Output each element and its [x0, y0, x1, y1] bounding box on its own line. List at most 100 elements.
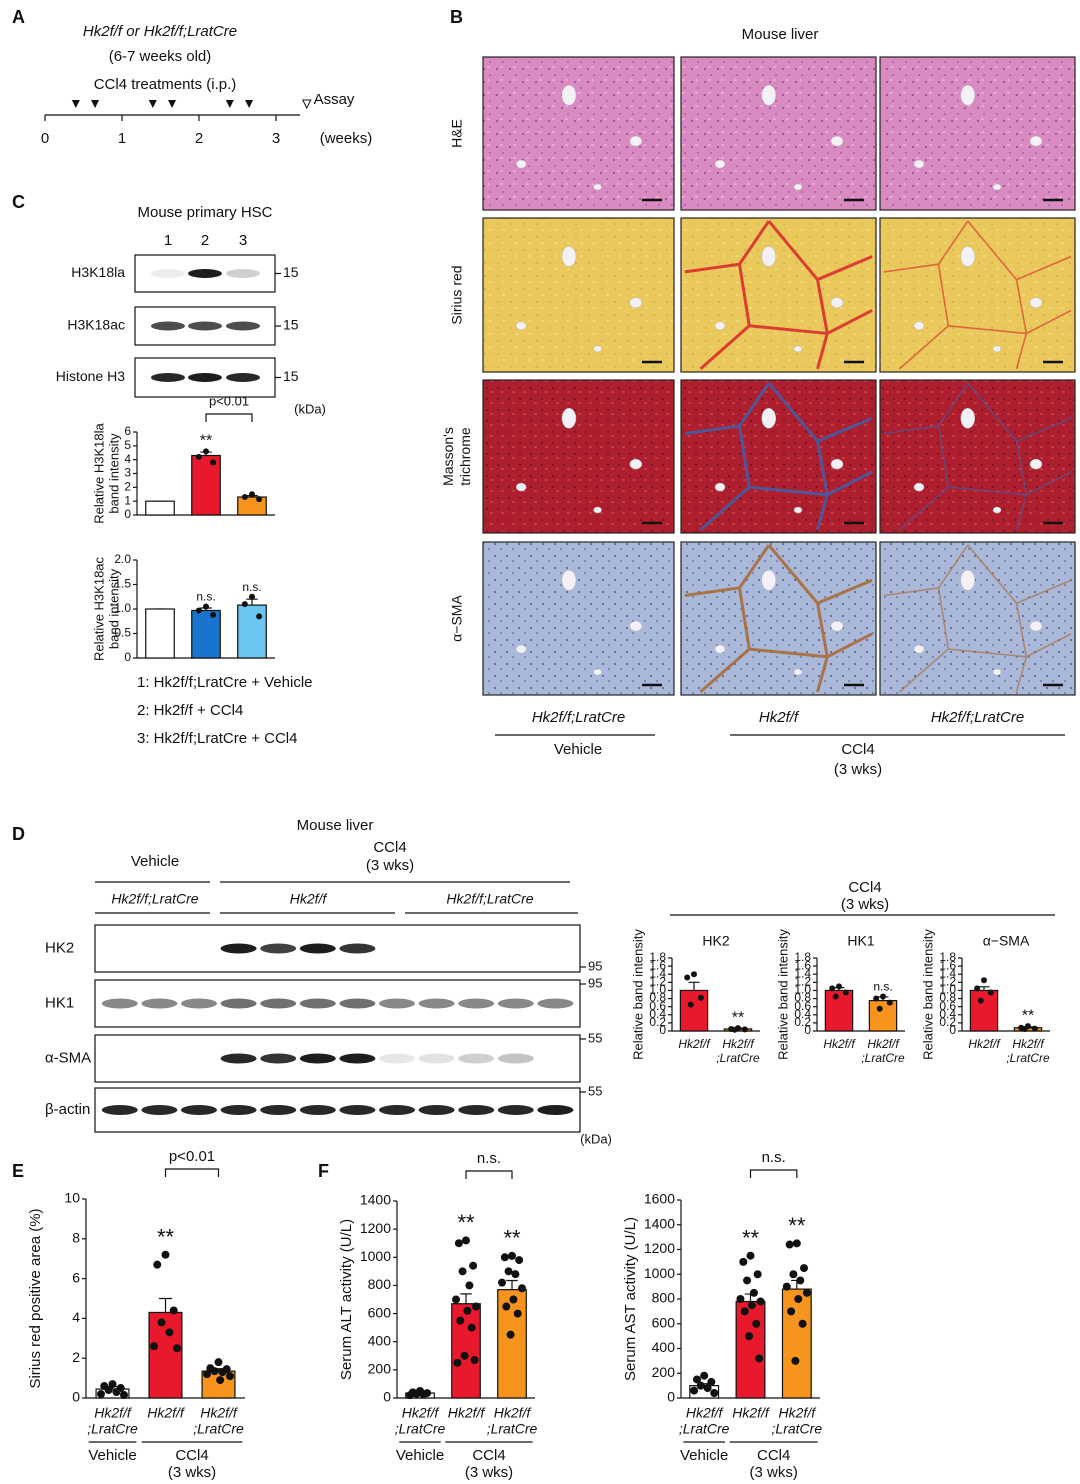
band — [220, 1053, 257, 1064]
y-tick-label: 0 — [72, 1389, 80, 1405]
fibrosis — [684, 220, 873, 371]
group-label: CCl4 — [175, 1447, 208, 1464]
data-point — [104, 1386, 113, 1395]
blot-label: HK2 — [45, 939, 74, 956]
bracket — [164, 1168, 220, 1177]
histology-image — [879, 379, 1076, 534]
x-tick-label: ;LratCre — [487, 1421, 538, 1437]
x-tick-label: Hk2f/f — [867, 1037, 900, 1051]
data-point — [707, 1377, 716, 1386]
group-label: CCl4 — [472, 1447, 505, 1464]
data-point — [873, 995, 880, 1002]
x-tick-label: Hk2f/f — [678, 1037, 711, 1051]
lane-label: 2 — [201, 232, 209, 249]
group-label: Vehicle — [396, 1447, 444, 1464]
data-point — [798, 1319, 807, 1328]
mice-label: Hk2f/f or Hk2f/f;LratCre — [83, 23, 237, 40]
y-tick-label: 4 — [72, 1309, 80, 1325]
y-tick-label: 1.0 — [649, 983, 666, 997]
x-tick-label: Hk2f/f — [823, 1037, 856, 1051]
y-tick-label: 1.6 — [939, 958, 956, 972]
data-point — [703, 1384, 712, 1393]
histology-image — [680, 541, 877, 696]
histology-image — [879, 541, 1076, 696]
band — [339, 1105, 376, 1115]
data-point — [731, 1026, 738, 1033]
panel-title: Mouse liver — [297, 817, 374, 834]
data-point — [800, 1264, 809, 1273]
band — [339, 943, 376, 954]
data-point — [508, 1251, 516, 1260]
data-point — [454, 1239, 463, 1248]
bar — [191, 609, 221, 659]
data-point — [412, 1389, 421, 1398]
data-point — [743, 1276, 752, 1285]
stain-label: Masson's — [440, 427, 456, 486]
x-tick-label: Hk2f/f — [779, 1405, 818, 1421]
data-point — [249, 491, 255, 498]
significance-label: ** — [732, 1009, 744, 1026]
y-tick-label: 1200 — [360, 1220, 391, 1236]
fibrosis — [684, 382, 873, 532]
bar — [237, 604, 267, 659]
y-tick-label: 1.8 — [649, 950, 666, 964]
error-bar — [246, 598, 258, 606]
data-point — [802, 1288, 811, 1297]
unit-label: (kDa) — [294, 401, 326, 416]
data-point — [796, 1276, 805, 1285]
data-point — [469, 1261, 478, 1270]
data-point — [736, 1295, 745, 1303]
group-label: CCl4 — [373, 839, 406, 856]
bracket-label: n.s. — [477, 1150, 501, 1167]
y-axis-label: Relative H3K18ac — [91, 556, 106, 661]
band — [220, 943, 257, 954]
data-point — [218, 1368, 227, 1377]
injection-arrow — [225, 100, 234, 108]
marker-label: 15 — [283, 368, 299, 384]
data-point — [756, 1297, 765, 1306]
blot-label: H3K18ac — [67, 317, 125, 333]
group-label: (3 wks) — [168, 1464, 216, 1481]
y-tick-label: 0.4 — [939, 1007, 956, 1021]
vessel — [629, 620, 643, 632]
y-axis-label: band intensity — [106, 433, 121, 514]
data-point — [195, 453, 202, 460]
y-axis-label: Relative band intensity — [775, 929, 790, 1060]
stain-label: Sirius red — [449, 265, 465, 324]
unit-label: (weeks) — [320, 130, 373, 147]
data-point — [500, 1253, 509, 1262]
bracket-label: p<0.01 — [169, 1148, 215, 1165]
bar — [497, 1289, 527, 1399]
data-point — [169, 1306, 178, 1315]
vessel — [714, 159, 726, 169]
data-point — [173, 1344, 182, 1353]
band — [537, 1105, 574, 1115]
timeline-tick-label: 0 — [41, 130, 49, 147]
data-point — [453, 1358, 462, 1367]
chart-title: HK1 — [847, 933, 874, 949]
band — [537, 998, 574, 1009]
band — [181, 998, 217, 1009]
data-point — [203, 448, 209, 455]
data-point — [886, 999, 893, 1006]
y-tick-label: 1.4 — [794, 966, 811, 980]
data-point — [684, 974, 691, 981]
band — [226, 321, 260, 331]
x-tick-label: Hk2f/f — [402, 1405, 441, 1421]
data-point — [753, 1270, 762, 1279]
vessel — [761, 408, 776, 429]
histology-image — [482, 541, 675, 696]
data-point — [210, 611, 217, 618]
assay-arrow — [301, 99, 312, 110]
x-tick-label: Hk2f/f — [686, 1405, 725, 1421]
unit-label: (kDa) — [580, 1131, 612, 1146]
data-point — [112, 1388, 121, 1397]
histology-image — [482, 379, 675, 534]
vessel — [761, 246, 776, 267]
panel-title: Mouse primary HSC — [137, 204, 272, 221]
timeline-tick-label: 1 — [118, 130, 126, 147]
y-tick-label: 1 — [124, 493, 131, 507]
y-tick-label: 3 — [124, 466, 131, 480]
data-point — [161, 1250, 170, 1259]
